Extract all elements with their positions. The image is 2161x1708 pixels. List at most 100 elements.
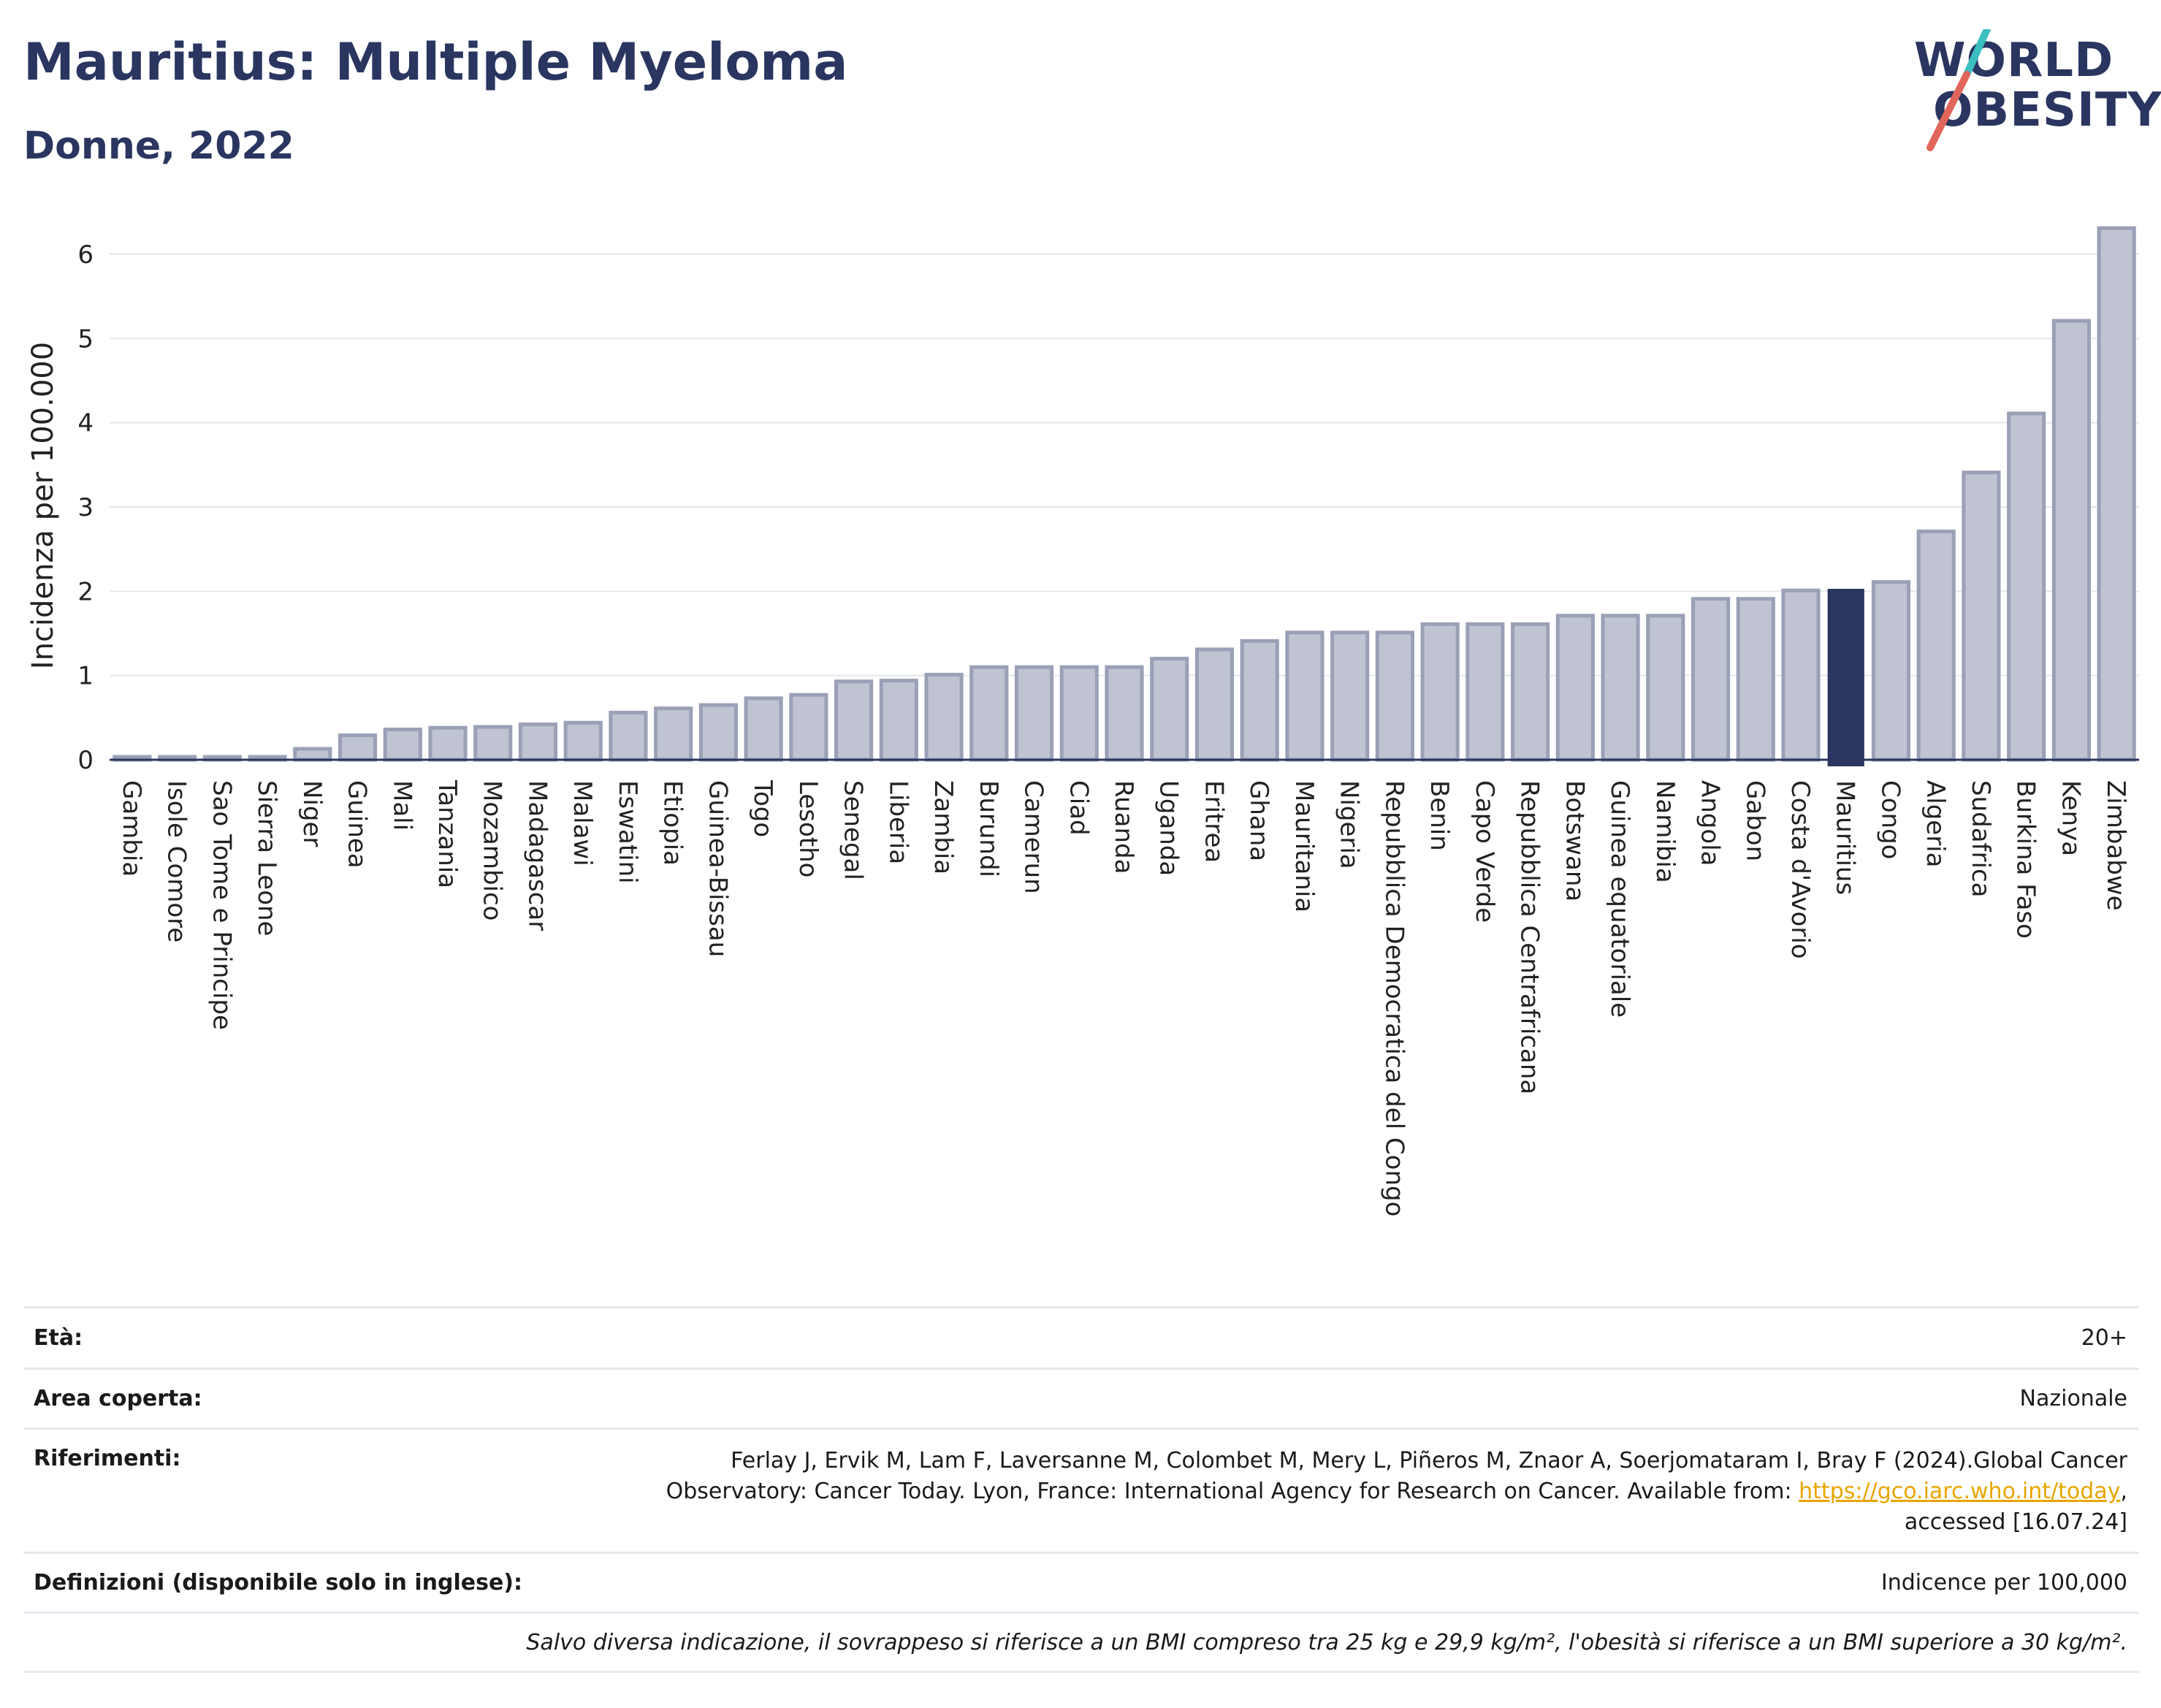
bar bbox=[1375, 630, 1414, 762]
refs-link[interactable]: https://gco.iarc.who.int/today bbox=[1799, 1479, 2121, 1504]
x-tick-label: Nigeria bbox=[1335, 780, 1364, 869]
bar bbox=[1240, 638, 1279, 762]
bar bbox=[1511, 622, 1550, 762]
meta-area-value: Nazionale bbox=[2019, 1385, 2127, 1411]
bmi-note: Salvo diversa indicazione, il sovrappeso… bbox=[526, 1629, 2127, 1655]
x-tick-label: Togo bbox=[748, 779, 777, 837]
x-tick-label: Ciad bbox=[1064, 780, 1093, 836]
meta-age-value: 20+ bbox=[2081, 1324, 2127, 1351]
bar bbox=[744, 696, 783, 762]
meta-refs-value: Ferlay J, Ervik M, Lam F, Laversanne M, … bbox=[666, 1446, 2139, 1538]
x-tick-label: Costa d'Avorio bbox=[1785, 780, 1815, 959]
x-tick-label: Gambia bbox=[117, 780, 146, 877]
bar bbox=[924, 673, 964, 762]
bar bbox=[338, 733, 378, 762]
bar bbox=[563, 720, 603, 762]
bar bbox=[1916, 529, 1956, 762]
x-tick-label: Congo bbox=[1875, 780, 1905, 859]
page-title: Mauritius: Multiple Myeloma bbox=[23, 32, 848, 92]
x-tick-label: Burundi bbox=[974, 780, 1003, 877]
meta-def-value: Indicence per 100,000 bbox=[1880, 1569, 2127, 1595]
refs-line-2-end: , bbox=[2120, 1479, 2127, 1504]
bar bbox=[1646, 614, 1685, 762]
x-tick-label: Sao Tome e Principe bbox=[207, 780, 236, 1030]
bar bbox=[879, 679, 918, 762]
bar-highlight bbox=[1827, 589, 1864, 766]
logo-slash-icon bbox=[1926, 29, 1991, 151]
bar bbox=[2051, 319, 2091, 762]
bar bbox=[1194, 647, 1235, 762]
y-axis-label: Incidenza per 100.000 bbox=[26, 342, 60, 669]
x-tick-label: Malawi bbox=[568, 780, 597, 866]
x-tick-label: Senegal bbox=[839, 780, 868, 880]
x-tick-label: Eswatini bbox=[613, 780, 642, 884]
meta-area-label: Area coperta: bbox=[34, 1386, 202, 1411]
refs-line-3: accessed [16.07.24] bbox=[1904, 1509, 2127, 1535]
bar bbox=[293, 747, 332, 762]
metadata-table: Età: 20+ Area coperta: Nazionale Riferim… bbox=[23, 1306, 2139, 1673]
meta-row-age: Età: 20+ bbox=[23, 1306, 2139, 1368]
bar bbox=[383, 727, 422, 762]
refs-line-2-text: Observatory: Cancer Today. Lyon, France:… bbox=[666, 1479, 1799, 1504]
bar bbox=[2097, 226, 2136, 762]
x-tick-label: Botswana bbox=[1560, 780, 1589, 901]
bar bbox=[1781, 588, 1821, 762]
x-tick-label: Namibia bbox=[1650, 780, 1680, 883]
x-tick-label: Isole Comore bbox=[162, 780, 191, 942]
bar bbox=[698, 703, 738, 762]
y-tick-label: 0 bbox=[77, 746, 94, 775]
world-obesity-logo: WORLD OBESITY bbox=[1899, 29, 2161, 161]
x-tick-label: Lesotho bbox=[793, 780, 823, 877]
meta-row-definitions: Definizioni (disponibile solo in inglese… bbox=[23, 1552, 2139, 1612]
x-tick-label: Benin bbox=[1425, 780, 1454, 851]
y-tick-label: 3 bbox=[77, 493, 94, 522]
x-tick-label: Ghana bbox=[1244, 780, 1273, 861]
y-tick-label: 4 bbox=[77, 409, 94, 438]
x-tick-label: Gabon bbox=[1740, 780, 1769, 861]
y-tick-label: 5 bbox=[77, 324, 94, 354]
meta-row-area: Area coperta: Nazionale bbox=[23, 1368, 2139, 1427]
x-tick-label: Madagascar bbox=[522, 780, 552, 931]
y-tick-label: 6 bbox=[77, 240, 94, 270]
bar bbox=[1014, 665, 1054, 762]
meta-row-references: Riferimenti: Ferlay J, Ervik M, Lam F, L… bbox=[23, 1427, 2139, 1552]
bar bbox=[1962, 470, 2001, 762]
x-tick-label: Mauritius bbox=[1831, 780, 1860, 895]
x-tick-label: Guinea-Bissau bbox=[703, 780, 732, 957]
meta-refs-label: Riferimenti: bbox=[34, 1446, 181, 1471]
x-tick-label: Zambia bbox=[929, 780, 958, 874]
x-tick-label: Burkina Faso bbox=[2011, 780, 2040, 939]
x-tick-label: Camerun bbox=[1019, 780, 1048, 894]
x-tick-label: Niger bbox=[297, 780, 327, 847]
bar bbox=[789, 693, 828, 762]
x-tick-label: Liberia bbox=[883, 780, 912, 864]
refs-line-2: Observatory: Cancer Today. Lyon, France:… bbox=[666, 1476, 2127, 1507]
x-tick-label: Etiopia bbox=[658, 780, 687, 866]
meta-row-note: Salvo diversa indicazione, il sovrappeso… bbox=[23, 1612, 2139, 1673]
bar bbox=[1105, 665, 1144, 762]
logo-word-2: OBESITY bbox=[1933, 83, 2161, 137]
bar bbox=[1330, 630, 1370, 762]
page-subtitle: Donne, 2022 bbox=[23, 124, 294, 168]
meta-age-label: Età: bbox=[34, 1325, 83, 1351]
bar bbox=[473, 725, 513, 762]
bar bbox=[1555, 614, 1595, 762]
logo-word-1: WORLD bbox=[1914, 34, 2114, 88]
bar bbox=[1466, 622, 1505, 762]
bar bbox=[834, 679, 874, 762]
bar bbox=[1871, 580, 1911, 762]
bar bbox=[428, 725, 468, 762]
bar bbox=[969, 665, 1009, 762]
x-tick-label: Eritrea bbox=[1199, 780, 1228, 863]
x-tick-label: Guinea equatoriale bbox=[1605, 780, 1634, 1018]
x-tick-label: Tanzania bbox=[432, 779, 462, 888]
bar bbox=[518, 723, 558, 762]
bar bbox=[2007, 411, 2046, 762]
y-tick-label: 1 bbox=[77, 662, 94, 691]
x-tick-label: Zimbabwe bbox=[2101, 780, 2130, 911]
bar-chart: 0 1 2 3 4 5 6 Incidenza per 100.000 Gambia Isole … bbox=[26, 226, 2139, 1216]
refs-line-1: Ferlay J, Ervik M, Lam F, Laversanne M, … bbox=[731, 1448, 2127, 1473]
meta-def-label: Definizioni (disponibile solo in inglese… bbox=[34, 1570, 522, 1595]
x-tick-label: Algeria bbox=[1921, 780, 1950, 867]
bar bbox=[1285, 630, 1325, 762]
